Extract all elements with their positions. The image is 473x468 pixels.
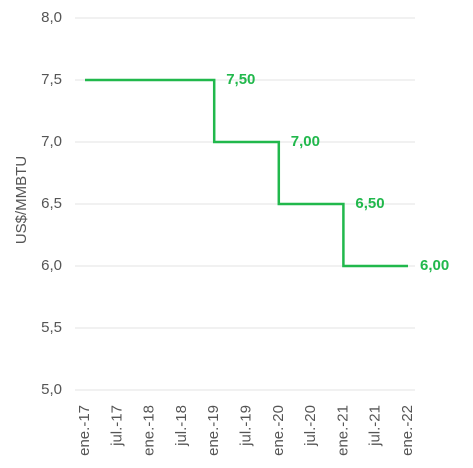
- x-tick-label: ene.-19: [205, 405, 222, 456]
- x-tick-label: jul.-21: [367, 405, 384, 447]
- x-tick-label: jul.-20: [302, 405, 319, 447]
- y-axis-label: US$/MMBTU: [13, 156, 30, 244]
- x-tick-label: ene.-21: [334, 405, 351, 456]
- y-tick-label: 6,5: [41, 195, 62, 212]
- x-tick-label: jul.-17: [108, 405, 125, 447]
- y-tick-label: 5,0: [41, 381, 62, 398]
- x-tick-label: ene.-18: [141, 405, 158, 456]
- x-tick-label: ene.-20: [270, 405, 287, 456]
- data-label: 6,00: [420, 257, 449, 274]
- x-tick-label: ene.-17: [76, 405, 93, 456]
- data-label: 7,50: [226, 71, 255, 88]
- y-tick-label: 5,5: [41, 319, 62, 336]
- x-tick-label: jul.-19: [237, 405, 254, 447]
- y-tick-label: 6,0: [41, 257, 62, 274]
- data-label: 7,00: [291, 133, 320, 150]
- line: [85, 78, 408, 268]
- y-tick-label: 7,5: [41, 71, 62, 88]
- y-tick-label: 7,0: [41, 133, 62, 150]
- x-tick-label: jul.-18: [173, 405, 190, 447]
- data-label: 6,50: [355, 195, 384, 212]
- y-tick-label: 8,0: [41, 9, 62, 26]
- x-tick-label: ene.-22: [399, 405, 416, 456]
